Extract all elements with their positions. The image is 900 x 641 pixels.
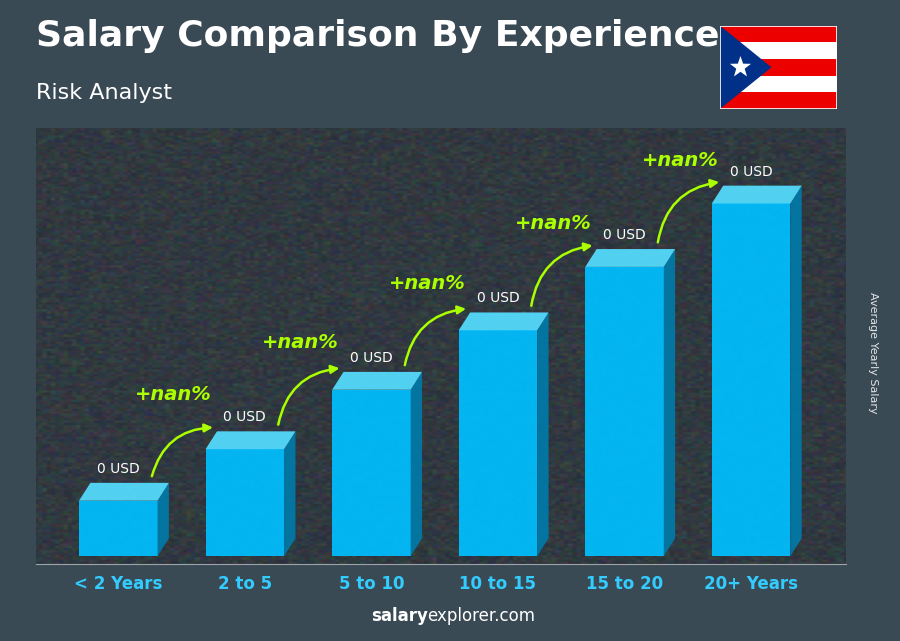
Polygon shape	[585, 249, 675, 267]
Bar	[720, 59, 837, 76]
Text: 0 USD: 0 USD	[603, 228, 646, 242]
Text: Salary Comparison By Experience: Salary Comparison By Experience	[36, 19, 719, 53]
Text: 0 USD: 0 USD	[477, 291, 519, 305]
Polygon shape	[712, 186, 802, 203]
Polygon shape	[284, 431, 295, 556]
Polygon shape	[79, 483, 169, 501]
Polygon shape	[205, 431, 295, 449]
Text: 0 USD: 0 USD	[730, 165, 772, 179]
Bar	[720, 26, 837, 42]
Polygon shape	[79, 501, 158, 556]
Bar	[720, 76, 837, 92]
Polygon shape	[720, 26, 771, 109]
Text: +nan%: +nan%	[389, 274, 465, 293]
Bar	[720, 92, 837, 109]
Polygon shape	[712, 203, 790, 556]
Polygon shape	[537, 312, 549, 556]
Text: 0 USD: 0 USD	[223, 410, 266, 424]
Bar	[720, 42, 837, 59]
Polygon shape	[730, 56, 751, 76]
Polygon shape	[158, 483, 169, 556]
Text: 0 USD: 0 USD	[350, 351, 392, 365]
Polygon shape	[585, 267, 664, 556]
Text: Average Yearly Salary: Average Yearly Salary	[868, 292, 878, 413]
Polygon shape	[332, 390, 410, 556]
Text: +nan%: +nan%	[515, 214, 592, 233]
Text: 0 USD: 0 USD	[97, 462, 140, 476]
Polygon shape	[459, 330, 537, 556]
FancyBboxPatch shape	[30, 112, 878, 576]
Polygon shape	[790, 186, 802, 556]
Text: Risk Analyst: Risk Analyst	[36, 83, 172, 103]
Polygon shape	[410, 372, 422, 556]
Polygon shape	[205, 449, 284, 556]
Polygon shape	[459, 312, 549, 330]
Text: +nan%: +nan%	[135, 385, 212, 404]
Text: explorer.com: explorer.com	[428, 607, 536, 625]
Text: +nan%: +nan%	[642, 151, 718, 170]
Text: salary: salary	[371, 607, 427, 625]
Polygon shape	[332, 372, 422, 390]
Polygon shape	[664, 249, 675, 556]
Text: +nan%: +nan%	[262, 333, 338, 352]
